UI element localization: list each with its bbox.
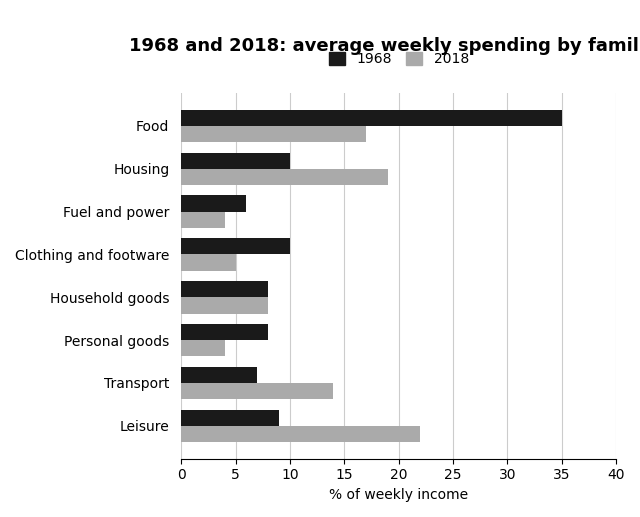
Bar	[181, 297, 268, 314]
Bar	[181, 126, 366, 142]
Bar	[181, 367, 257, 383]
Legend: 1968, 2018: 1968, 2018	[328, 52, 469, 67]
Bar	[181, 110, 562, 126]
Bar	[181, 238, 290, 254]
Bar	[181, 169, 388, 185]
Bar	[181, 195, 246, 211]
Bar	[181, 254, 236, 271]
X-axis label: % of weekly income: % of weekly income	[329, 488, 468, 502]
Title: 1968 and 2018: average weekly spending by families: 1968 and 2018: average weekly spending b…	[129, 37, 640, 55]
Bar	[181, 383, 333, 399]
Bar	[181, 211, 225, 228]
Bar	[181, 153, 290, 169]
Bar	[181, 324, 268, 340]
Bar	[181, 281, 268, 297]
Bar	[181, 409, 279, 426]
Bar	[181, 426, 420, 442]
Bar	[181, 340, 225, 356]
